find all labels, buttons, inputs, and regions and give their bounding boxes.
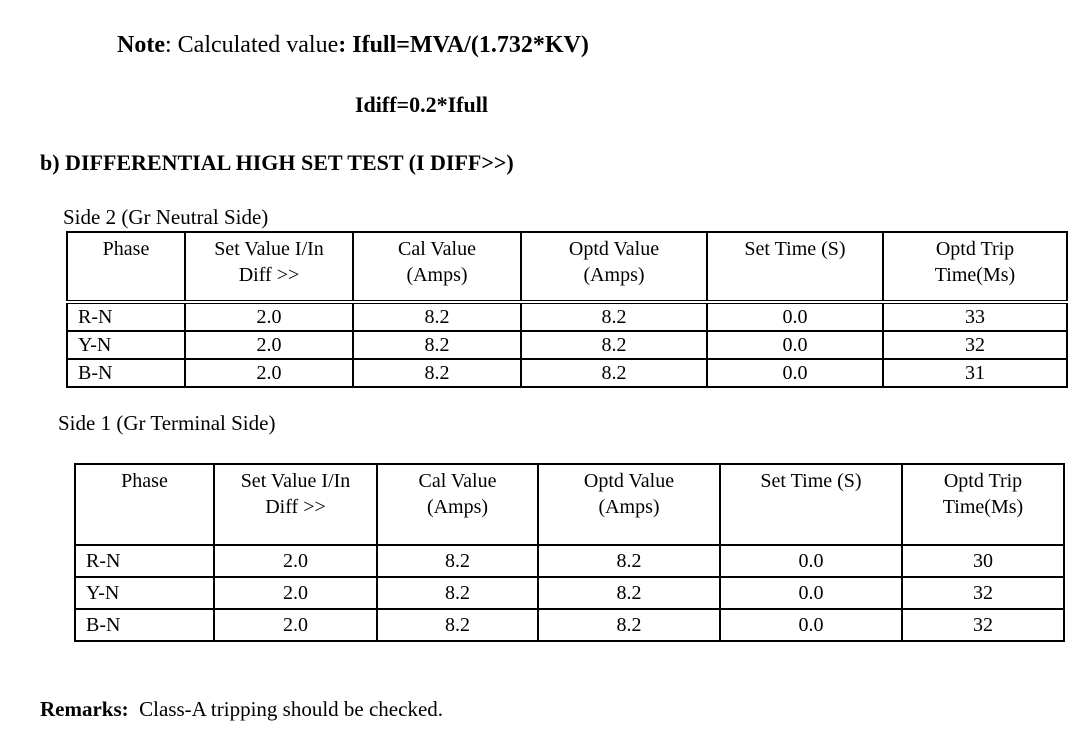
phase-cell: Y-N (74, 576, 215, 610)
trip-time-cell: 30 (901, 544, 1065, 578)
cal-value-cell: 8.2 (376, 608, 539, 642)
optd-value-cell: 8.2 (537, 544, 721, 578)
table-row: Y-N 2.0 8.2 8.2 0.0 32 (66, 330, 1068, 360)
optd-value-cell: 8.2 (520, 300, 708, 332)
header-set-value: Set Value I/In Diff >> (184, 231, 354, 303)
phase-cell: Y-N (66, 330, 186, 360)
trip-time-cell: 31 (882, 358, 1068, 388)
table-row: R-N 2.0 8.2 8.2 0.0 33 (66, 300, 1068, 332)
set-time-cell: 0.0 (719, 544, 903, 578)
set-time-cell: 0.0 (706, 358, 884, 388)
trip-time-cell: 32 (901, 576, 1065, 610)
table-row: B-N 2.0 8.2 8.2 0.0 32 (74, 608, 1065, 642)
table-row: Y-N 2.0 8.2 8.2 0.0 32 (74, 576, 1065, 610)
header-phase: Phase (74, 463, 215, 546)
header-set-value: Set Value I/In Diff >> (213, 463, 378, 546)
optd-value-cell: 8.2 (537, 576, 721, 610)
set-value-cell: 2.0 (213, 608, 378, 642)
note-label: Note (117, 32, 165, 58)
trip-time-cell: 32 (882, 330, 1068, 360)
table-row: B-N 2.0 8.2 8.2 0.0 31 (66, 358, 1068, 388)
optd-value-cell: 8.2 (520, 358, 708, 388)
optd-value-cell: 8.2 (537, 608, 721, 642)
note-line: Note: Calculated value: Ifull=MVA/(1.732… (117, 32, 589, 59)
remarks-text: Class-A tripping should be checked. (128, 697, 444, 721)
optd-value-cell: 8.2 (520, 330, 708, 360)
note-text: Calculated value (177, 32, 339, 58)
remarks-label: Remarks: (40, 697, 129, 721)
phase-cell: R-N (66, 300, 186, 332)
note-formula: : Ifull=MVA/(1.732*KV) (338, 32, 589, 58)
set-time-cell: 0.0 (706, 300, 884, 332)
header-optd-value: Optd Value (Amps) (520, 231, 708, 303)
header-phase: Phase (66, 231, 186, 303)
header-optd-trip: Optd Trip Time(Ms) (882, 231, 1068, 303)
set-value-cell: 2.0 (184, 330, 354, 360)
set-time-cell: 0.0 (719, 576, 903, 610)
header-set-time: Set Time (S) (719, 463, 903, 546)
set-time-cell: 0.0 (706, 330, 884, 360)
phase-cell: R-N (74, 544, 215, 578)
side1-table: Phase Set Value I/In Diff >> Cal Value (Am… (74, 463, 1065, 642)
side2-table: Phase Set Value I/In Diff >> Cal Value (Am… (66, 231, 1068, 388)
idiff-formula: Idiff=0.2*Ifull (355, 92, 488, 117)
header-cal-value: Cal Value (Amps) (376, 463, 539, 546)
remarks-line: Remarks: Class-A tripping should be chec… (40, 697, 443, 722)
section-title: b) DIFFERENTIAL HIGH SET TEST (I DIFF>>) (40, 150, 514, 175)
cal-value-cell: 8.2 (352, 300, 522, 332)
set-value-cell: 2.0 (184, 358, 354, 388)
header-optd-value: Optd Value (Amps) (537, 463, 721, 546)
cal-value-cell: 8.2 (376, 544, 539, 578)
note-colon: : (164, 32, 178, 58)
cal-value-cell: 8.2 (376, 576, 539, 610)
cal-value-cell: 8.2 (352, 358, 522, 388)
table-header-row: Phase Set Value I/In Diff >> Cal Value (Am… (66, 231, 1068, 303)
set-value-cell: 2.0 (184, 300, 354, 332)
table-header-row: Phase Set Value I/In Diff >> Cal Value (Am… (74, 463, 1065, 546)
side1-caption: Side 1 (Gr Terminal Side) (58, 411, 276, 435)
trip-time-cell: 32 (901, 608, 1065, 642)
header-optd-trip: Optd Trip Time(Ms) (901, 463, 1065, 546)
cal-value-cell: 8.2 (352, 330, 522, 360)
header-cal-value: Cal Value (Amps) (352, 231, 522, 303)
header-set-time: Set Time (S) (706, 231, 884, 303)
set-time-cell: 0.0 (719, 608, 903, 642)
trip-time-cell: 33 (882, 300, 1068, 332)
table-row: R-N 2.0 8.2 8.2 0.0 30 (74, 544, 1065, 578)
phase-cell: B-N (74, 608, 215, 642)
set-value-cell: 2.0 (213, 544, 378, 578)
phase-cell: B-N (66, 358, 186, 388)
set-value-cell: 2.0 (213, 576, 378, 610)
side2-caption: Side 2 (Gr Neutral Side) (63, 205, 269, 229)
